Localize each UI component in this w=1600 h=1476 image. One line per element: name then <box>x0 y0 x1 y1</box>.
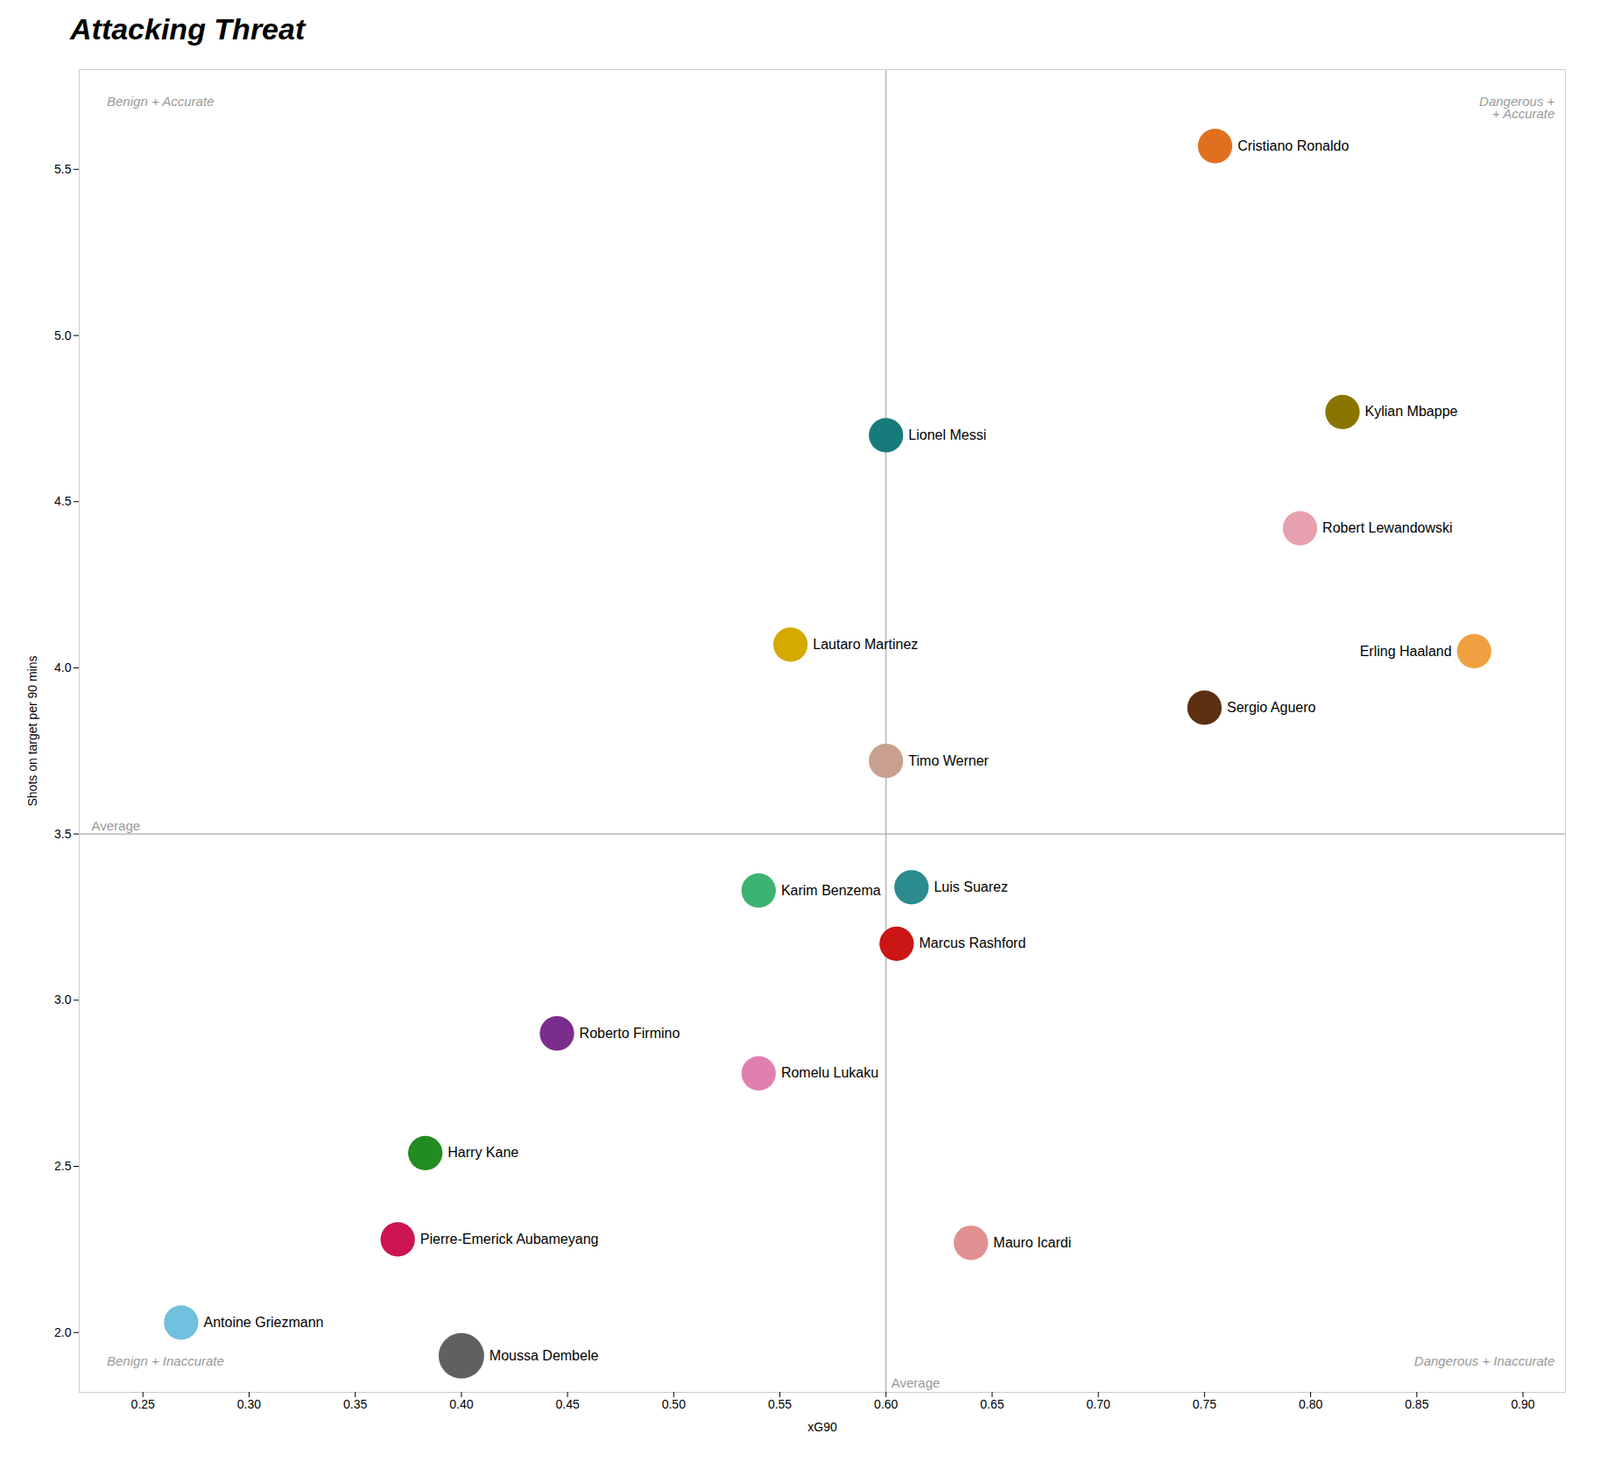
svg-text:0.30: 0.30 <box>237 1396 261 1411</box>
svg-text:Dangerous + Inaccurate: Dangerous + Inaccurate <box>1414 1353 1556 1368</box>
svg-text:0.85: 0.85 <box>1404 1396 1429 1411</box>
svg-text:0.25: 0.25 <box>131 1396 156 1411</box>
svg-text:Sergio Aguero: Sergio Aguero <box>1226 699 1317 715</box>
svg-text:Lionel Messi: Lionel Messi <box>908 427 987 443</box>
svg-text:xG90: xG90 <box>807 1419 838 1434</box>
svg-text:0.45: 0.45 <box>555 1396 579 1411</box>
svg-text:Dangerous ++ Accurate: Dangerous ++ Accurate <box>1479 93 1556 122</box>
svg-text:4.0: 4.0 <box>54 660 72 675</box>
svg-text:0.70: 0.70 <box>1086 1396 1111 1411</box>
svg-text:Average: Average <box>891 1374 941 1390</box>
svg-text:Robert Lewandowski: Robert Lewandowski <box>1322 520 1453 536</box>
svg-text:Erling Haaland: Erling Haaland <box>1360 643 1452 659</box>
svg-text:Lautaro Martinez: Lautaro Martinez <box>812 636 918 652</box>
svg-text:Benign + Accurate: Benign + Accurate <box>106 93 214 109</box>
svg-text:Benign + Inaccurate: Benign + Inaccurate <box>106 1353 225 1368</box>
svg-text:Roberto Firmino: Roberto Firmino <box>579 1025 681 1041</box>
html-text:Attacking Threat: Attacking Threat <box>70 12 306 46</box>
svg-text:Kylian Mbappe: Kylian Mbappe <box>1365 403 1459 419</box>
svg-text:Average: Average <box>91 817 141 833</box>
svg-text:Mauro Icardi: Mauro Icardi <box>993 1234 1072 1250</box>
svg-text:0.35: 0.35 <box>343 1396 367 1411</box>
svg-text:0.40: 0.40 <box>449 1396 473 1411</box>
svg-text:Marcus Rashford: Marcus Rashford <box>918 935 1026 951</box>
svg-text:0.60: 0.60 <box>874 1396 898 1411</box>
svg-text:0.80: 0.80 <box>1298 1396 1323 1411</box>
svg-text:0.55: 0.55 <box>768 1396 792 1411</box>
svg-text:Moussa Dembele: Moussa Dembele <box>489 1347 600 1363</box>
svg-text:Cristiano Ronaldo: Cristiano Ronaldo <box>1237 138 1349 154</box>
svg-text:Harry Kane: Harry Kane <box>447 1144 519 1160</box>
svg-text:0.65: 0.65 <box>979 1396 1004 1411</box>
svg-text:3.5: 3.5 <box>54 826 72 841</box>
svg-text:Karim Benzema: Karim Benzema <box>781 882 882 898</box>
svg-text:Shots on target per 90 mins: Shots on target per 90 mins <box>25 655 40 807</box>
svg-text:Timo Werner: Timo Werner <box>908 753 989 769</box>
svg-text:0.50: 0.50 <box>662 1396 686 1411</box>
svg-text:0.75: 0.75 <box>1192 1396 1217 1411</box>
svg-text:Pierre-Emerick Aubameyang: Pierre-Emerick Aubameyang <box>420 1231 600 1247</box>
svg-text:5.5: 5.5 <box>54 162 72 177</box>
svg-text:5.0: 5.0 <box>54 327 72 342</box>
svg-text:Romelu Lukaku: Romelu Lukaku <box>781 1064 879 1080</box>
svg-text:3.0: 3.0 <box>54 992 72 1007</box>
svg-text:Antoine Griezmann: Antoine Griezmann <box>204 1314 325 1330</box>
svg-text:4.5: 4.5 <box>54 493 72 508</box>
svg-text:0.90: 0.90 <box>1510 1396 1535 1411</box>
svg-text:Luis Suarez: Luis Suarez <box>933 879 1008 895</box>
svg-text:2.5: 2.5 <box>54 1158 72 1173</box>
svg-text:2.0: 2.0 <box>54 1325 72 1340</box>
